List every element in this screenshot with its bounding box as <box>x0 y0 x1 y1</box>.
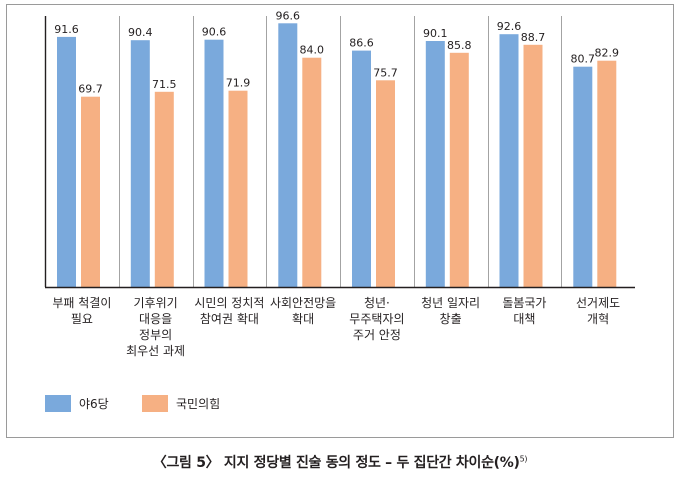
category-label: 기후위기 대응을 정부의 최우선 과제 <box>126 296 185 358</box>
data-label: 80.7 <box>571 53 596 66</box>
data-label: 90.1 <box>423 27 448 40</box>
data-label: 86.6 <box>349 37 374 50</box>
legend-label: 야6당 <box>79 397 109 411</box>
chart: 91.6 90.4 90.6 96.6 86.6 90.1 92.6 80.7 69.7 71.5… <box>6 4 674 438</box>
data-label: 75.7 <box>373 66 398 79</box>
data-label: 71.9 <box>226 77 251 90</box>
bar-series1 <box>425 41 445 287</box>
bars <box>57 23 617 288</box>
data-label: 69.7 <box>78 83 103 96</box>
data-label: 92.6 <box>497 20 522 33</box>
bar-series2 <box>597 60 617 288</box>
category-label: 사회안전망을 확대 <box>270 296 336 326</box>
bar-series1 <box>204 39 224 288</box>
category-separators <box>119 16 562 287</box>
bar-series2 <box>523 44 543 287</box>
legend: 야6당 국민의힘 <box>45 395 220 412</box>
category-label: 청년 일자리 창출 <box>421 296 480 326</box>
category-label: 선거제도 개혁 <box>576 296 620 326</box>
bar-series2 <box>81 96 100 287</box>
data-label: 84.0 <box>300 44 325 57</box>
legend-label: 국민의힘 <box>176 397 220 411</box>
category-labels: 부패 척결이 필요 기후위기 대응을 정부의 최우선 과제 시민의 정치적 참여권 확대사회안… <box>52 296 620 358</box>
data-label: 71.5 <box>152 78 177 91</box>
legend-swatch <box>142 395 168 412</box>
data-label: 88.7 <box>521 31 546 44</box>
bar-series2 <box>228 90 248 287</box>
value-labels: 91.6 90.4 90.6 96.6 86.6 90.1 92.6 80.7 69.7 71.5… <box>54 9 619 95</box>
caption-footnote: 5) <box>519 454 528 464</box>
data-label: 85.8 <box>447 39 472 52</box>
bar-series2 <box>154 91 174 287</box>
bar-series1 <box>57 36 76 288</box>
bar-series1 <box>278 23 298 288</box>
bar-series1 <box>573 66 593 287</box>
caption-text: 〈그림 5〉 지지 정당별 진술 동의 정도 – 두 집단간 차이순(%) <box>152 455 520 471</box>
data-label: 82.9 <box>595 47 620 60</box>
data-label: 91.6 <box>54 23 79 36</box>
data-label: 96.6 <box>276 9 301 22</box>
data-label: 90.4 <box>128 26 153 39</box>
category-label: 부패 척결이 필요 <box>52 296 111 326</box>
chart-frame <box>6 4 674 438</box>
bar-series1 <box>352 50 371 287</box>
category-label: 돌봄국가 대책 <box>502 296 546 326</box>
data-label: 90.6 <box>202 26 227 39</box>
bar-series1 <box>130 40 150 288</box>
bar-series2 <box>376 80 395 287</box>
legend-swatch <box>45 395 71 412</box>
category-label: 청년· 무주택자의 주거 안정 <box>349 296 404 342</box>
category-label: 시민의 정치적 참여권 확대 <box>194 296 264 326</box>
figure-caption: 〈그림 5〉 지지 정당별 진술 동의 정도 – 두 집단간 차이순(%)5) <box>0 452 680 472</box>
bar-series1 <box>499 34 519 288</box>
bar-series2 <box>302 57 322 288</box>
bar-series2 <box>449 52 469 287</box>
